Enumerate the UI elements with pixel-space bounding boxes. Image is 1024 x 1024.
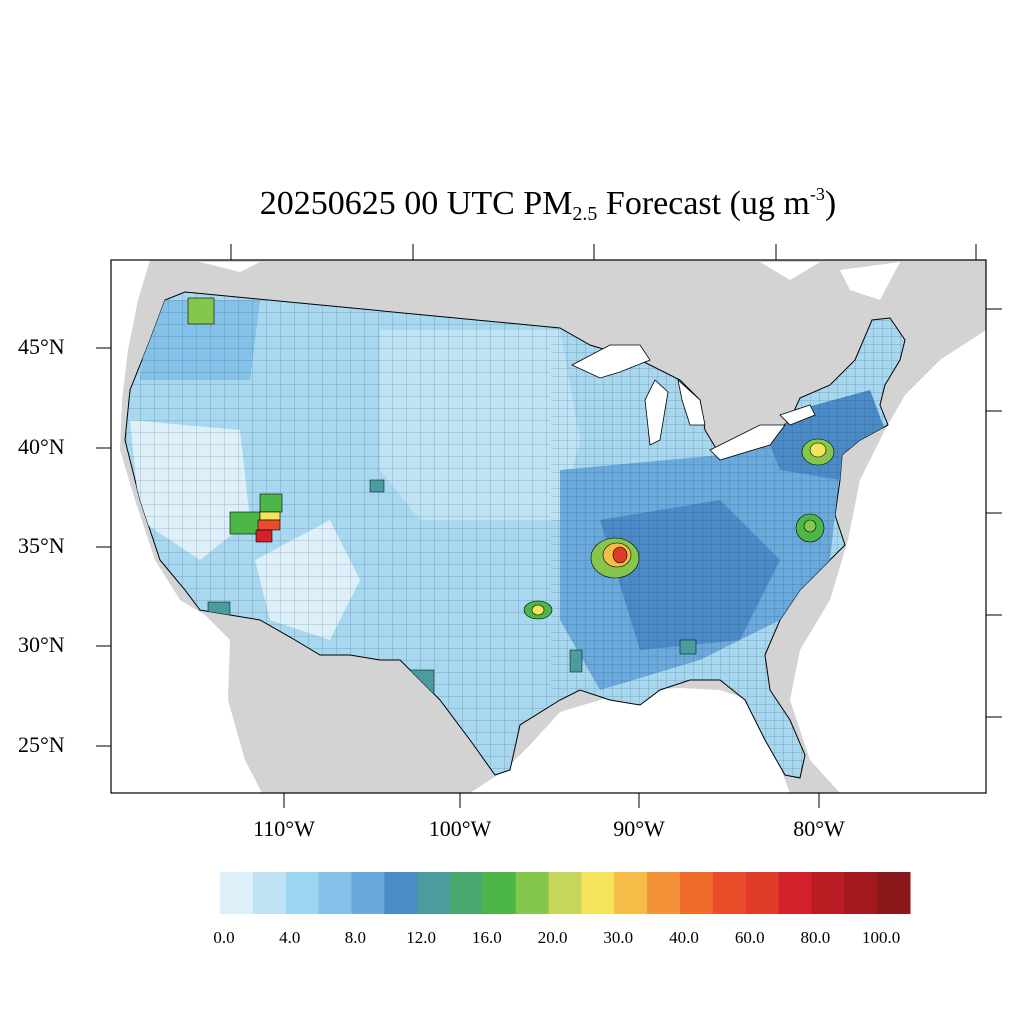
map-frame (110, 259, 987, 794)
colorbar-swatch (450, 872, 484, 914)
lon-label-90: 90°W (613, 816, 665, 841)
hotspot-arkansas (590, 537, 640, 579)
colorbar-label: 40.0 (669, 928, 699, 947)
hotspot-philadelphia (801, 438, 835, 466)
lat-label-45: 45°N (18, 334, 65, 359)
colorbar-swatch (712, 872, 747, 914)
colorbar-swatch (680, 872, 714, 914)
colorbar-swatch (318, 872, 352, 914)
hotspot-washington (187, 297, 215, 325)
colorbar-swatch (384, 872, 418, 914)
colorbar-label: 100.0 (862, 928, 901, 947)
colorbar-swatch (417, 872, 451, 914)
colorbar-swatch (844, 872, 878, 914)
colorbar-swatch (647, 872, 681, 914)
colorbar-label: 8.0 (344, 928, 367, 947)
colorbar-swatch (745, 872, 780, 914)
colorbar-swatch (548, 872, 582, 914)
lon-label-80: 80°W (793, 816, 845, 841)
colorbar-label: 12.0 (406, 928, 437, 947)
colorbar-swatch (220, 872, 254, 914)
hotspot-virginia (795, 513, 825, 543)
colorbar-swatch (285, 872, 320, 914)
gulf-of-mexico (470, 688, 790, 793)
colorbar-swatch (811, 872, 845, 914)
colorbar-label: 4.0 (279, 928, 301, 947)
page-title: 20250625 00 UTC PM2.5 Forecast (ug m-3) (259, 184, 837, 225)
colorbar-swatch (482, 872, 517, 914)
lat-ticks (96, 244, 1002, 808)
colorbar-swatch (252, 872, 287, 914)
colorbar-swatch (614, 872, 648, 914)
colorbar-label: 60.0 (734, 928, 765, 947)
atlantic-ocean (790, 330, 986, 793)
colorbar-label: 16.0 (471, 928, 502, 947)
colorbar-label: 0.0 (213, 928, 235, 947)
lat-label-30: 30°N (18, 632, 65, 657)
colorbar-label: 20.0 (537, 928, 568, 947)
colorbar-swatch (877, 872, 911, 914)
lat-label-40: 40°N (18, 434, 65, 459)
lon-label-110: 110°W (253, 816, 315, 841)
hotspot-oklahoma (523, 600, 553, 620)
colorbar-swatch (515, 872, 550, 914)
colorbar (220, 872, 911, 914)
colorbar-label: 80.0 (800, 928, 831, 947)
lon-label-100: 100°W (428, 816, 492, 841)
colorbar-label: 30.0 (603, 928, 634, 947)
colorbar-swatch (351, 872, 385, 914)
great-lakes (571, 344, 816, 461)
lat-label-25: 25°N (18, 732, 65, 757)
colorbar-swatch (778, 872, 812, 914)
lat-label-35: 35°N (18, 533, 65, 558)
colorbar-swatch (581, 872, 615, 914)
hotspot-utah (229, 493, 283, 543)
pacific-ocean (111, 260, 262, 793)
